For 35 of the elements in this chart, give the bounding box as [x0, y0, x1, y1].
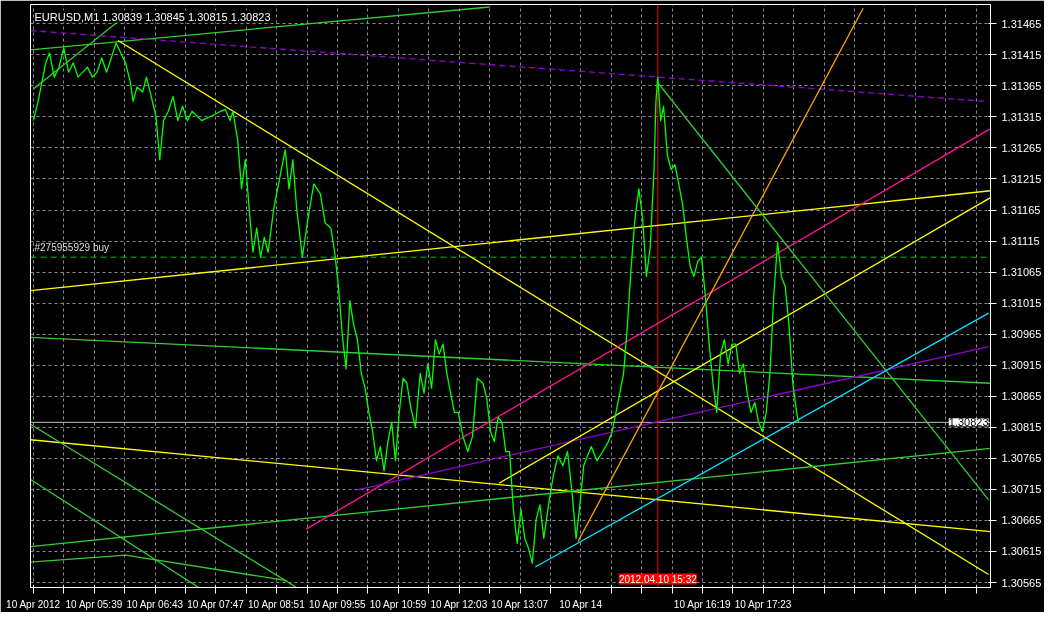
x-tick-label: 10 Apr 05:39: [65, 598, 123, 610]
x-tick-label: 10 Apr 14: [559, 598, 603, 610]
y-tick-label: 1.31465: [1001, 17, 1042, 30]
y-tick-label: 1.30915: [1001, 359, 1042, 372]
x-tick-label: 10 Apr 13:07: [491, 598, 549, 610]
x-tick-label: 10 Apr 07:47: [187, 598, 245, 610]
x-tick-label: 10 Apr 08:51: [248, 598, 306, 610]
text: EURUSD,M1 1.30839 1.30845 1.30815 1.30823: [34, 10, 271, 23]
x-tick-label: 10 Apr 06:43: [126, 598, 184, 610]
x-tick-label: 10 Apr 17:23: [734, 598, 792, 610]
y-tick-label: 1.30965: [1001, 328, 1042, 341]
ref-line-label: 1.30823: [948, 416, 989, 429]
y-tick-label: 1.30665: [1001, 514, 1042, 527]
y-tick-label: 1.31115: [1001, 235, 1040, 248]
y-tick-label: 1.31365: [1001, 79, 1042, 92]
y-tick-label: 1.31015: [1001, 297, 1042, 310]
x-tick-label: 10 Apr 09:55: [308, 598, 367, 610]
y-tick-label: 1.30765: [1001, 452, 1042, 465]
x-tick-label: 10 Apr 16:19: [673, 598, 732, 610]
ref-line-label: 2012.04.10 15:32: [618, 573, 698, 585]
y-tick-label: 1.31215: [1001, 172, 1042, 185]
y-tick-label: 1.30615: [1001, 545, 1042, 558]
x-tick-label: 10 Apr 12:03: [430, 598, 488, 610]
x-tick-label: 10 Apr 2012: [6, 598, 61, 610]
y-tick-label: 1.31315: [1001, 110, 1042, 123]
y-tick-label: 1.31165: [1001, 204, 1041, 217]
y-tick-label: 1.30865: [1001, 390, 1042, 403]
y-tick-label: 1.30565: [1001, 576, 1042, 589]
ref-line-label: #275955929 buy: [34, 242, 110, 254]
x-tick-label: 10 Apr 10:59: [369, 598, 427, 610]
y-tick-label: 1.31265: [1001, 141, 1042, 154]
y-tick-label: 1.31415: [1001, 48, 1042, 61]
y-tick-label: 1.30815: [1001, 421, 1042, 434]
y-tick-label: 1.30715: [1001, 483, 1042, 496]
y-tick-label: 1.31065: [1001, 266, 1042, 279]
